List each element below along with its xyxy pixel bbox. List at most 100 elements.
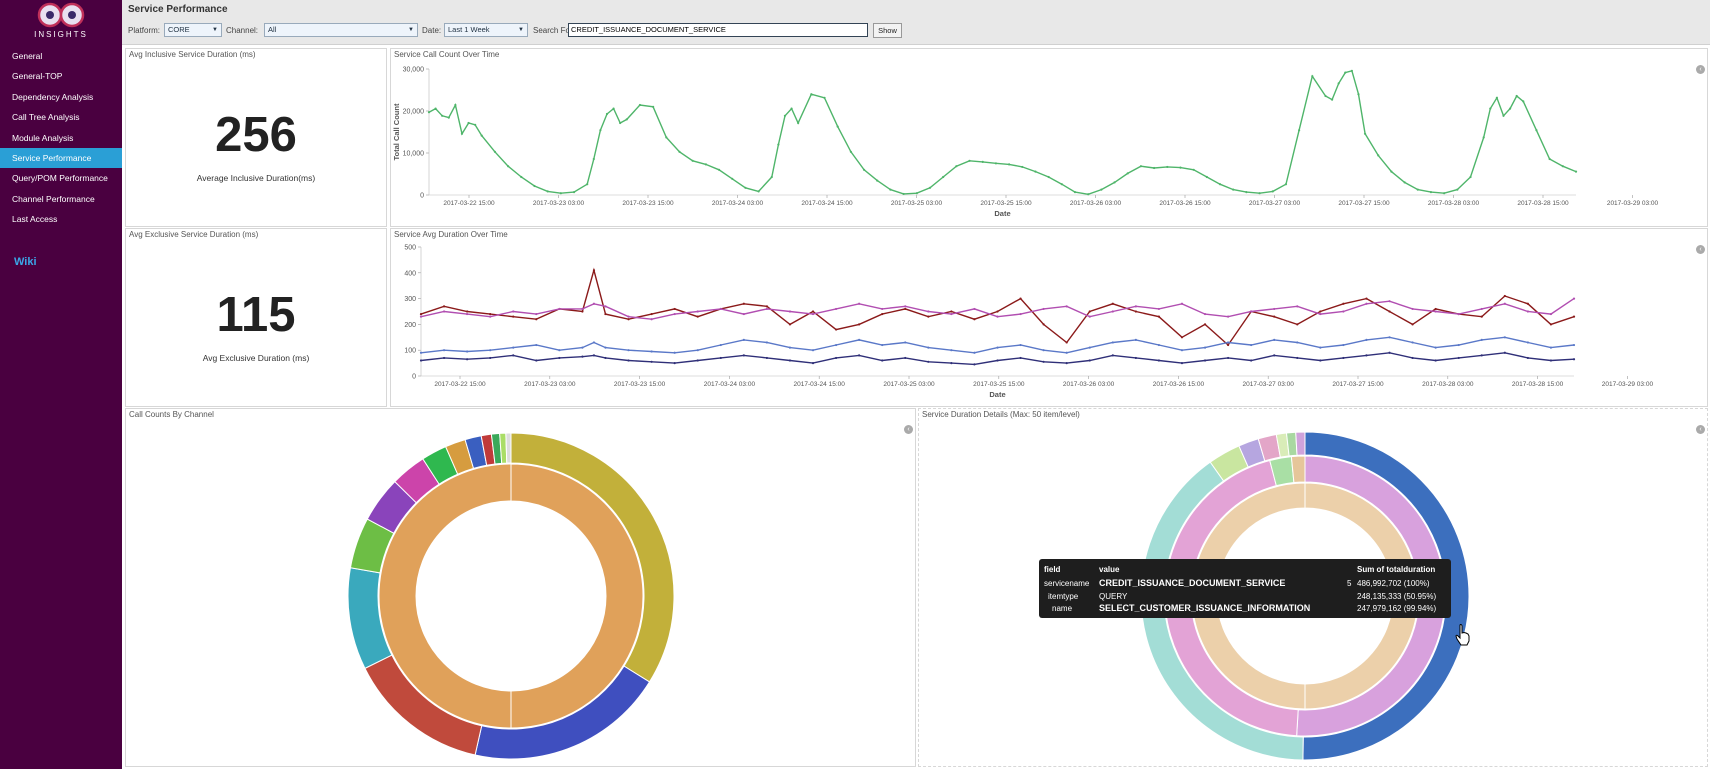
data-point: [512, 354, 515, 357]
data-point: [1227, 343, 1230, 347]
collapse-icon[interactable]: ‹: [1696, 245, 1705, 254]
data-point: [604, 305, 607, 308]
data-point: [1245, 191, 1248, 194]
data-point: [1503, 351, 1506, 354]
data-point: [638, 103, 642, 107]
y-tick-label: 30,000: [403, 67, 425, 74]
chevron-down-icon: ▼: [518, 27, 524, 33]
data-point: [904, 307, 907, 311]
data-point: [1180, 362, 1184, 365]
x-tick-label: 2017-03-27 15:00: [1338, 200, 1390, 207]
data-point: [889, 188, 892, 191]
data-point: [1457, 356, 1460, 360]
date-select[interactable]: Last 1 Week ▼: [444, 23, 528, 37]
data-point: [955, 165, 958, 168]
data-point: [434, 107, 437, 110]
nav-item-general-top[interactable]: General-TOP: [12, 71, 63, 82]
data-point: [981, 160, 984, 163]
nav-item-last-access[interactable]: Last Access: [12, 214, 58, 225]
nav-item-channel-performance[interactable]: Channel Performance: [12, 193, 95, 204]
collapse-icon[interactable]: ‹: [1696, 65, 1705, 74]
y-tick-label: 0: [412, 374, 416, 381]
nav-item-query-pom-performance[interactable]: Query/POM Performance: [12, 173, 108, 184]
data-point: [1042, 349, 1045, 352]
data-point: [627, 315, 630, 318]
wiki-link[interactable]: Wiki: [14, 256, 37, 268]
nav-item-service-performance[interactable]: Service Performance: [0, 147, 122, 169]
data-point: [1526, 341, 1529, 344]
search-input[interactable]: CREDIT_ISSUANCE_DOCUMENT_SERVICE: [568, 23, 868, 37]
data-point: [1166, 165, 1169, 169]
data-point: [1522, 100, 1525, 103]
data-point: [489, 356, 492, 360]
data-point: [1157, 307, 1161, 311]
data-point: [419, 359, 423, 362]
data-point: [788, 323, 792, 326]
insights-logo[interactable]: [30, 2, 92, 42]
data-point: [1549, 312, 1553, 316]
data-point: [1429, 191, 1433, 194]
data-point: [581, 310, 584, 313]
exclusive-duration-caption: Avg Exclusive Duration (ms): [202, 353, 310, 363]
data-point: [1469, 175, 1472, 179]
data-point: [902, 192, 905, 196]
data-point: [1034, 170, 1037, 173]
collapse-icon[interactable]: ‹: [904, 425, 913, 434]
nav-item-general[interactable]: General: [12, 51, 43, 61]
nav-item-call-tree-analysis[interactable]: Call Tree Analysis: [12, 112, 80, 123]
data-point: [1572, 358, 1576, 361]
data-point: [1388, 336, 1391, 339]
x-axis-label: Date: [989, 390, 1005, 399]
data-point: [1100, 188, 1103, 191]
nav-item-dependency-analysis[interactable]: Dependency Analysis: [12, 91, 94, 102]
data-point: [881, 312, 884, 316]
donut-slice: [1290, 455, 1306, 484]
channel-select[interactable]: All ▼: [264, 23, 418, 37]
data-point: [1134, 338, 1137, 341]
x-tick-label: 2017-03-24 15:00: [794, 381, 846, 388]
platform-value: CORE: [168, 25, 190, 34]
data-point: [1319, 346, 1322, 349]
page-title: Service Performance: [128, 4, 228, 15]
data-point: [1042, 323, 1045, 326]
data-point: [834, 356, 838, 360]
data-point: [1126, 172, 1129, 175]
exclusive-duration-value: 115: [216, 288, 296, 342]
platform-select[interactable]: CORE ▼: [164, 23, 222, 37]
data-point: [1443, 192, 1446, 195]
x-tick-label: 2017-03-28 03:00: [1422, 381, 1474, 388]
data-point: [1457, 343, 1460, 347]
data-point: [619, 121, 622, 125]
data-point: [927, 346, 930, 349]
show-button[interactable]: Show: [873, 23, 902, 38]
y-tick-label: 500: [404, 245, 416, 252]
data-point: [1503, 294, 1506, 298]
data-point: [876, 179, 879, 182]
data-point: [1273, 315, 1276, 318]
data-point: [592, 341, 596, 344]
data-point: [696, 349, 699, 352]
data-point: [1330, 98, 1334, 101]
data-point: [1324, 94, 1327, 98]
data-point: [1042, 307, 1045, 311]
data-point: [678, 150, 681, 153]
data-point: [1065, 305, 1068, 308]
data-point: [1073, 191, 1077, 194]
data-point: [592, 157, 595, 161]
data-point: [862, 168, 866, 171]
data-point: [1019, 343, 1022, 347]
data-point: [973, 351, 976, 354]
data-point: [1250, 359, 1253, 362]
data-point: [592, 302, 596, 305]
data-point: [834, 343, 838, 347]
data-point: [1047, 175, 1050, 179]
data-point: [927, 315, 930, 318]
x-tick-label: 2017-03-24 03:00: [704, 381, 756, 388]
data-point: [512, 310, 515, 313]
panel-title: Service Avg Duration Over Time: [394, 230, 508, 239]
collapse-icon[interactable]: ‹: [1696, 425, 1705, 434]
data-point: [467, 121, 470, 125]
nav-item-module-analysis[interactable]: Module Analysis: [12, 132, 74, 143]
data-point: [1203, 359, 1207, 362]
data-point: [719, 356, 722, 360]
